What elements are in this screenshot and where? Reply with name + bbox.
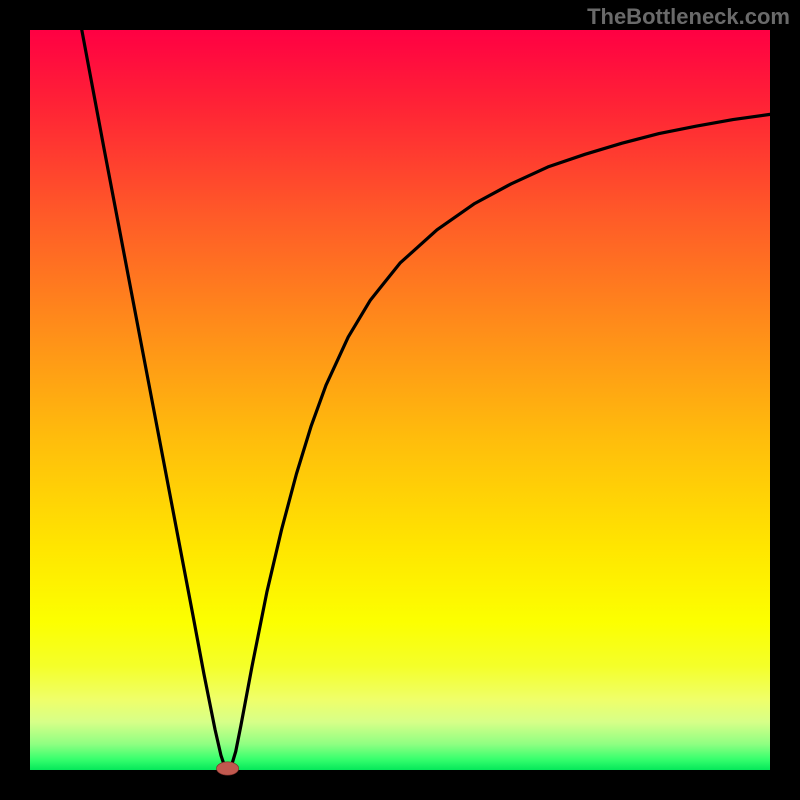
watermark-text: TheBottleneck.com bbox=[587, 4, 790, 30]
optimum-marker bbox=[216, 762, 238, 775]
plot-background bbox=[30, 30, 770, 770]
bottleneck-chart bbox=[0, 0, 800, 800]
chart-container: { "watermark": { "text": "TheBottleneck.… bbox=[0, 0, 800, 800]
